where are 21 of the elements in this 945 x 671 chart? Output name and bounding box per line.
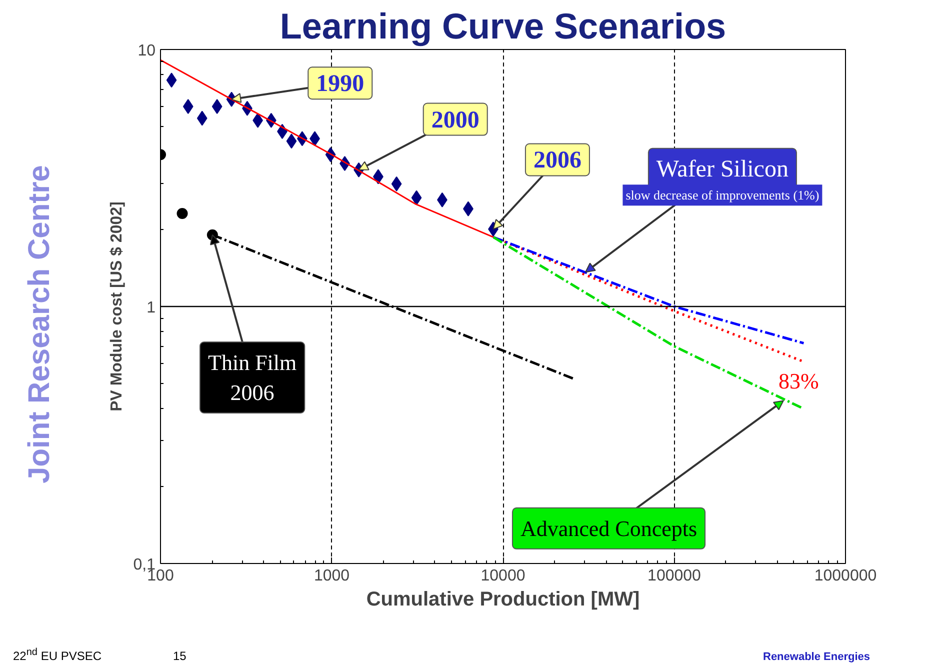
annotation: Advanced Concepts xyxy=(520,516,698,541)
annotation: slow decrease of improvements (1%) xyxy=(626,188,820,203)
text: 22$^{nd}$ EU PVSEC xyxy=(13,646,103,665)
annotation: 2006 xyxy=(533,148,582,174)
chart-title: Learning Curve Scenarios xyxy=(280,6,726,46)
y-tick-label: 1 xyxy=(146,300,156,316)
x-tick-label: 100000 xyxy=(648,568,702,584)
annotation: 1990 xyxy=(316,71,364,98)
annotation: Thin Film 2006 xyxy=(208,350,297,405)
x-tick-label: 1000000 xyxy=(814,568,877,584)
text: 15 xyxy=(173,648,188,665)
annotation: 2000 xyxy=(431,107,480,134)
annotation: Wafer Silicon xyxy=(656,156,788,182)
x-tick-label: 10000 xyxy=(480,568,526,584)
y-tick-label: 10 xyxy=(138,42,156,60)
annotation: 83% xyxy=(778,368,819,394)
text: Joint Research Centre xyxy=(22,165,57,484)
text: Renewable Energies xyxy=(763,650,870,665)
x-tick-label: 1000 xyxy=(314,568,350,584)
y-axis-title: PV Module cost [US $ 2002] xyxy=(108,202,126,412)
x-axis-title: Cumulative Production [MW] xyxy=(366,588,640,610)
